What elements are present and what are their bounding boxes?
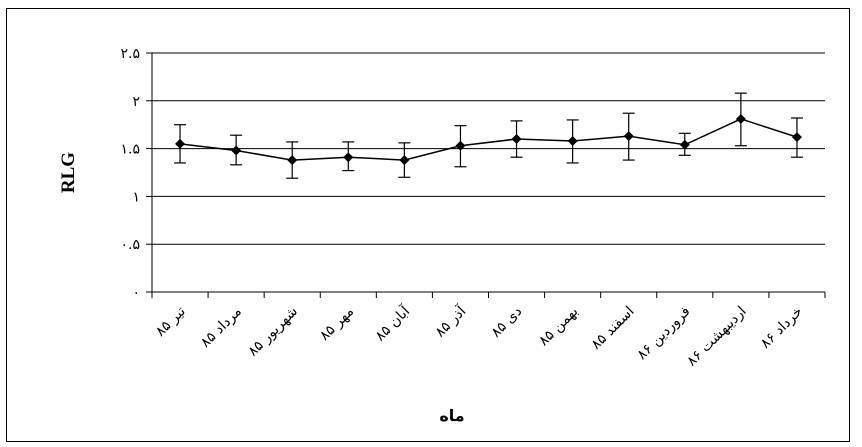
series-line: [179, 118, 798, 161]
x-tick-label: اسفند ۸۵: [588, 304, 637, 353]
y-tick-label: ۰: [132, 285, 140, 301]
data-point-marker: [287, 155, 298, 166]
y-tick-label: ۲.۵: [121, 46, 141, 62]
x-tick-label: دی ۸۵: [488, 304, 525, 341]
axes: [146, 52, 826, 298]
data-point-marker: [623, 131, 634, 142]
x-tick-label: فروردین ۸۶: [634, 304, 694, 364]
data-point-marker: [455, 140, 466, 151]
y-tick-label: ۲: [132, 94, 140, 110]
x-tick-label: مرداد ۸۵: [198, 304, 245, 351]
y-tick-label: ۱.۵: [121, 142, 141, 158]
data-point-marker: [511, 134, 522, 145]
x-tick-label: مهر ۸۵: [317, 304, 357, 344]
x-axis-title: ماه: [439, 406, 464, 425]
y-axis-title: RLG: [58, 152, 79, 193]
x-tick-label: اردیبهشت ۸۶: [684, 304, 750, 370]
y-tick-label: ۱: [132, 189, 140, 205]
error-bars: [174, 92, 803, 179]
data-point-marker: [567, 135, 578, 146]
x-tick-label: آذر ۸۵: [431, 301, 470, 340]
y-tick-label: ۰.۵: [121, 237, 141, 253]
x-tick-label: خرداد ۸۶: [758, 304, 806, 352]
data-point-marker: [399, 155, 410, 166]
data-point-marker: [735, 113, 746, 124]
data-series: [175, 113, 802, 166]
x-tick-label: شهریور ۸۵: [245, 304, 301, 360]
data-point-marker: [679, 139, 690, 150]
gridlines: [152, 52, 825, 245]
data-point-marker: [791, 132, 802, 143]
x-tick-label: آبان ۸۵: [371, 301, 414, 344]
y-tick-labels: ۰ ۰.۵ ۱ ۱.۵ ۲ ۲.۵: [121, 46, 141, 301]
data-point-marker: [343, 152, 354, 163]
x-tick-label: بهمن ۸۵: [536, 304, 582, 350]
data-point-marker: [175, 138, 186, 149]
chart-frame: [6, 8, 850, 442]
data-point-marker: [231, 145, 242, 156]
x-tick-label: تیر ۸۵: [153, 303, 189, 339]
